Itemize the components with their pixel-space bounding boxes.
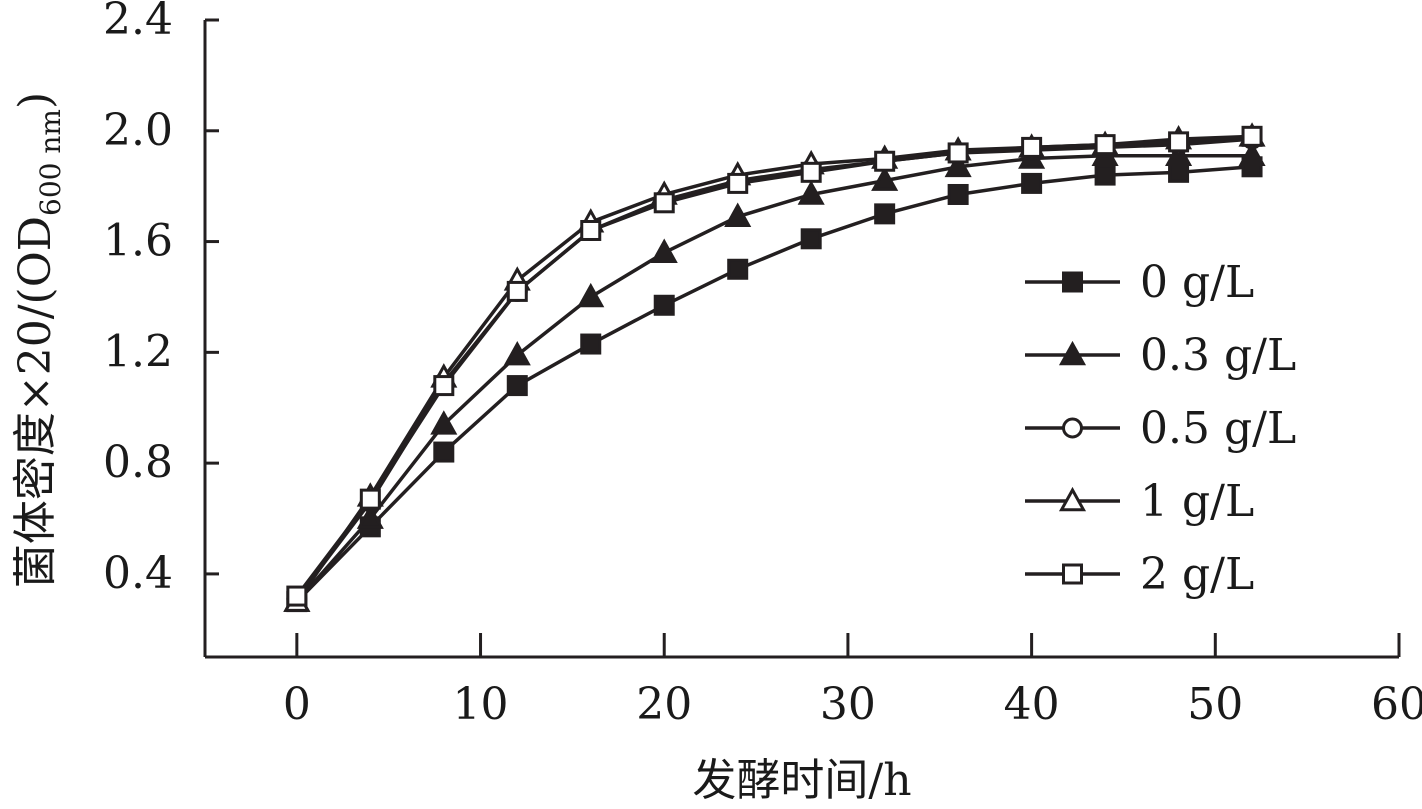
legend-label: 0 g/L xyxy=(1140,257,1254,308)
data-point xyxy=(947,183,969,205)
data-point xyxy=(433,375,455,397)
legend-label: 0.3 g/L xyxy=(1140,330,1296,381)
x-ticks: 0 10 20 30 40 50 60 xyxy=(283,633,1422,730)
x-tick-label: 40 xyxy=(1004,679,1060,730)
data-point xyxy=(871,166,899,191)
series-lines xyxy=(295,134,1253,603)
y-axis-title: 菌体密度×20/(OD600 nm) xyxy=(10,92,67,588)
x-tick-label: 50 xyxy=(1187,679,1243,730)
data-point xyxy=(724,202,752,227)
data-point xyxy=(727,172,749,194)
data-point xyxy=(580,219,602,241)
axes xyxy=(203,20,1399,659)
data-point xyxy=(506,375,528,397)
x-tick-label: 60 xyxy=(1371,679,1422,730)
y-axis-title-main: 菌体密度×20/(OD xyxy=(10,216,61,588)
legend-marker xyxy=(1062,563,1083,585)
legend-marker xyxy=(1058,340,1087,366)
data-point xyxy=(944,152,972,178)
data-point xyxy=(1238,141,1266,167)
data-point xyxy=(433,441,455,463)
x-tick-label: 10 xyxy=(453,679,509,730)
data-point xyxy=(874,150,896,172)
data-point xyxy=(430,410,458,435)
data-point xyxy=(1168,161,1190,183)
data-point xyxy=(727,258,749,280)
data-point xyxy=(506,280,528,302)
data-point xyxy=(1094,134,1116,156)
y-axis-title-subscript: 600 nm xyxy=(34,109,67,216)
data-point xyxy=(1021,136,1043,158)
data-point xyxy=(503,341,531,366)
series-markers xyxy=(283,122,1266,613)
data-point xyxy=(286,585,308,607)
data-point xyxy=(580,333,602,355)
data-point xyxy=(1241,125,1263,147)
legend-label: 2 g/L xyxy=(1140,549,1254,600)
data-point xyxy=(356,504,384,529)
data-point xyxy=(359,488,381,510)
x-tick-label: 30 xyxy=(820,679,876,730)
legend-label: 1 g/L xyxy=(1140,476,1254,527)
data-point xyxy=(797,180,825,205)
data-point xyxy=(1094,164,1116,186)
y-tick-label: 2.0 xyxy=(103,105,173,156)
y-tick-label: 2.4 xyxy=(103,0,173,45)
legend-marker xyxy=(1058,486,1087,512)
x-tick-label: 0 xyxy=(283,679,311,730)
data-point xyxy=(874,203,896,225)
legend-label: 0.5 g/L xyxy=(1140,403,1296,454)
data-point xyxy=(650,238,678,263)
x-axis-title: 发酵时间/h xyxy=(692,755,911,806)
y-axis-title-close: ) xyxy=(10,92,61,109)
series-line xyxy=(295,165,1253,603)
y-tick-label: 1.6 xyxy=(103,216,173,267)
data-point xyxy=(800,161,822,183)
y-tick-label: 0.8 xyxy=(103,437,173,488)
data-point xyxy=(653,192,675,214)
data-point xyxy=(947,142,969,164)
series-line xyxy=(295,153,1253,603)
legend-marker xyxy=(1062,271,1083,293)
legend: 0 g/L 0.3 g/L 0.5 g/L 1 g/L 2 g/L xyxy=(1025,257,1296,600)
series-line xyxy=(295,134,1253,598)
series-line xyxy=(295,137,1253,600)
data-point xyxy=(653,294,675,316)
data-point xyxy=(577,282,605,308)
y-ticks: 0.4 0.8 1.2 1.6 2.0 2.4 xyxy=(103,0,219,599)
y-tick-label: 1.2 xyxy=(103,326,173,377)
y-tick-label: 0.4 xyxy=(103,548,173,599)
data-point xyxy=(1168,131,1190,153)
data-point xyxy=(1021,172,1043,194)
legend-marker xyxy=(1062,417,1083,439)
data-point xyxy=(800,228,822,250)
x-tick-label: 20 xyxy=(636,679,692,730)
